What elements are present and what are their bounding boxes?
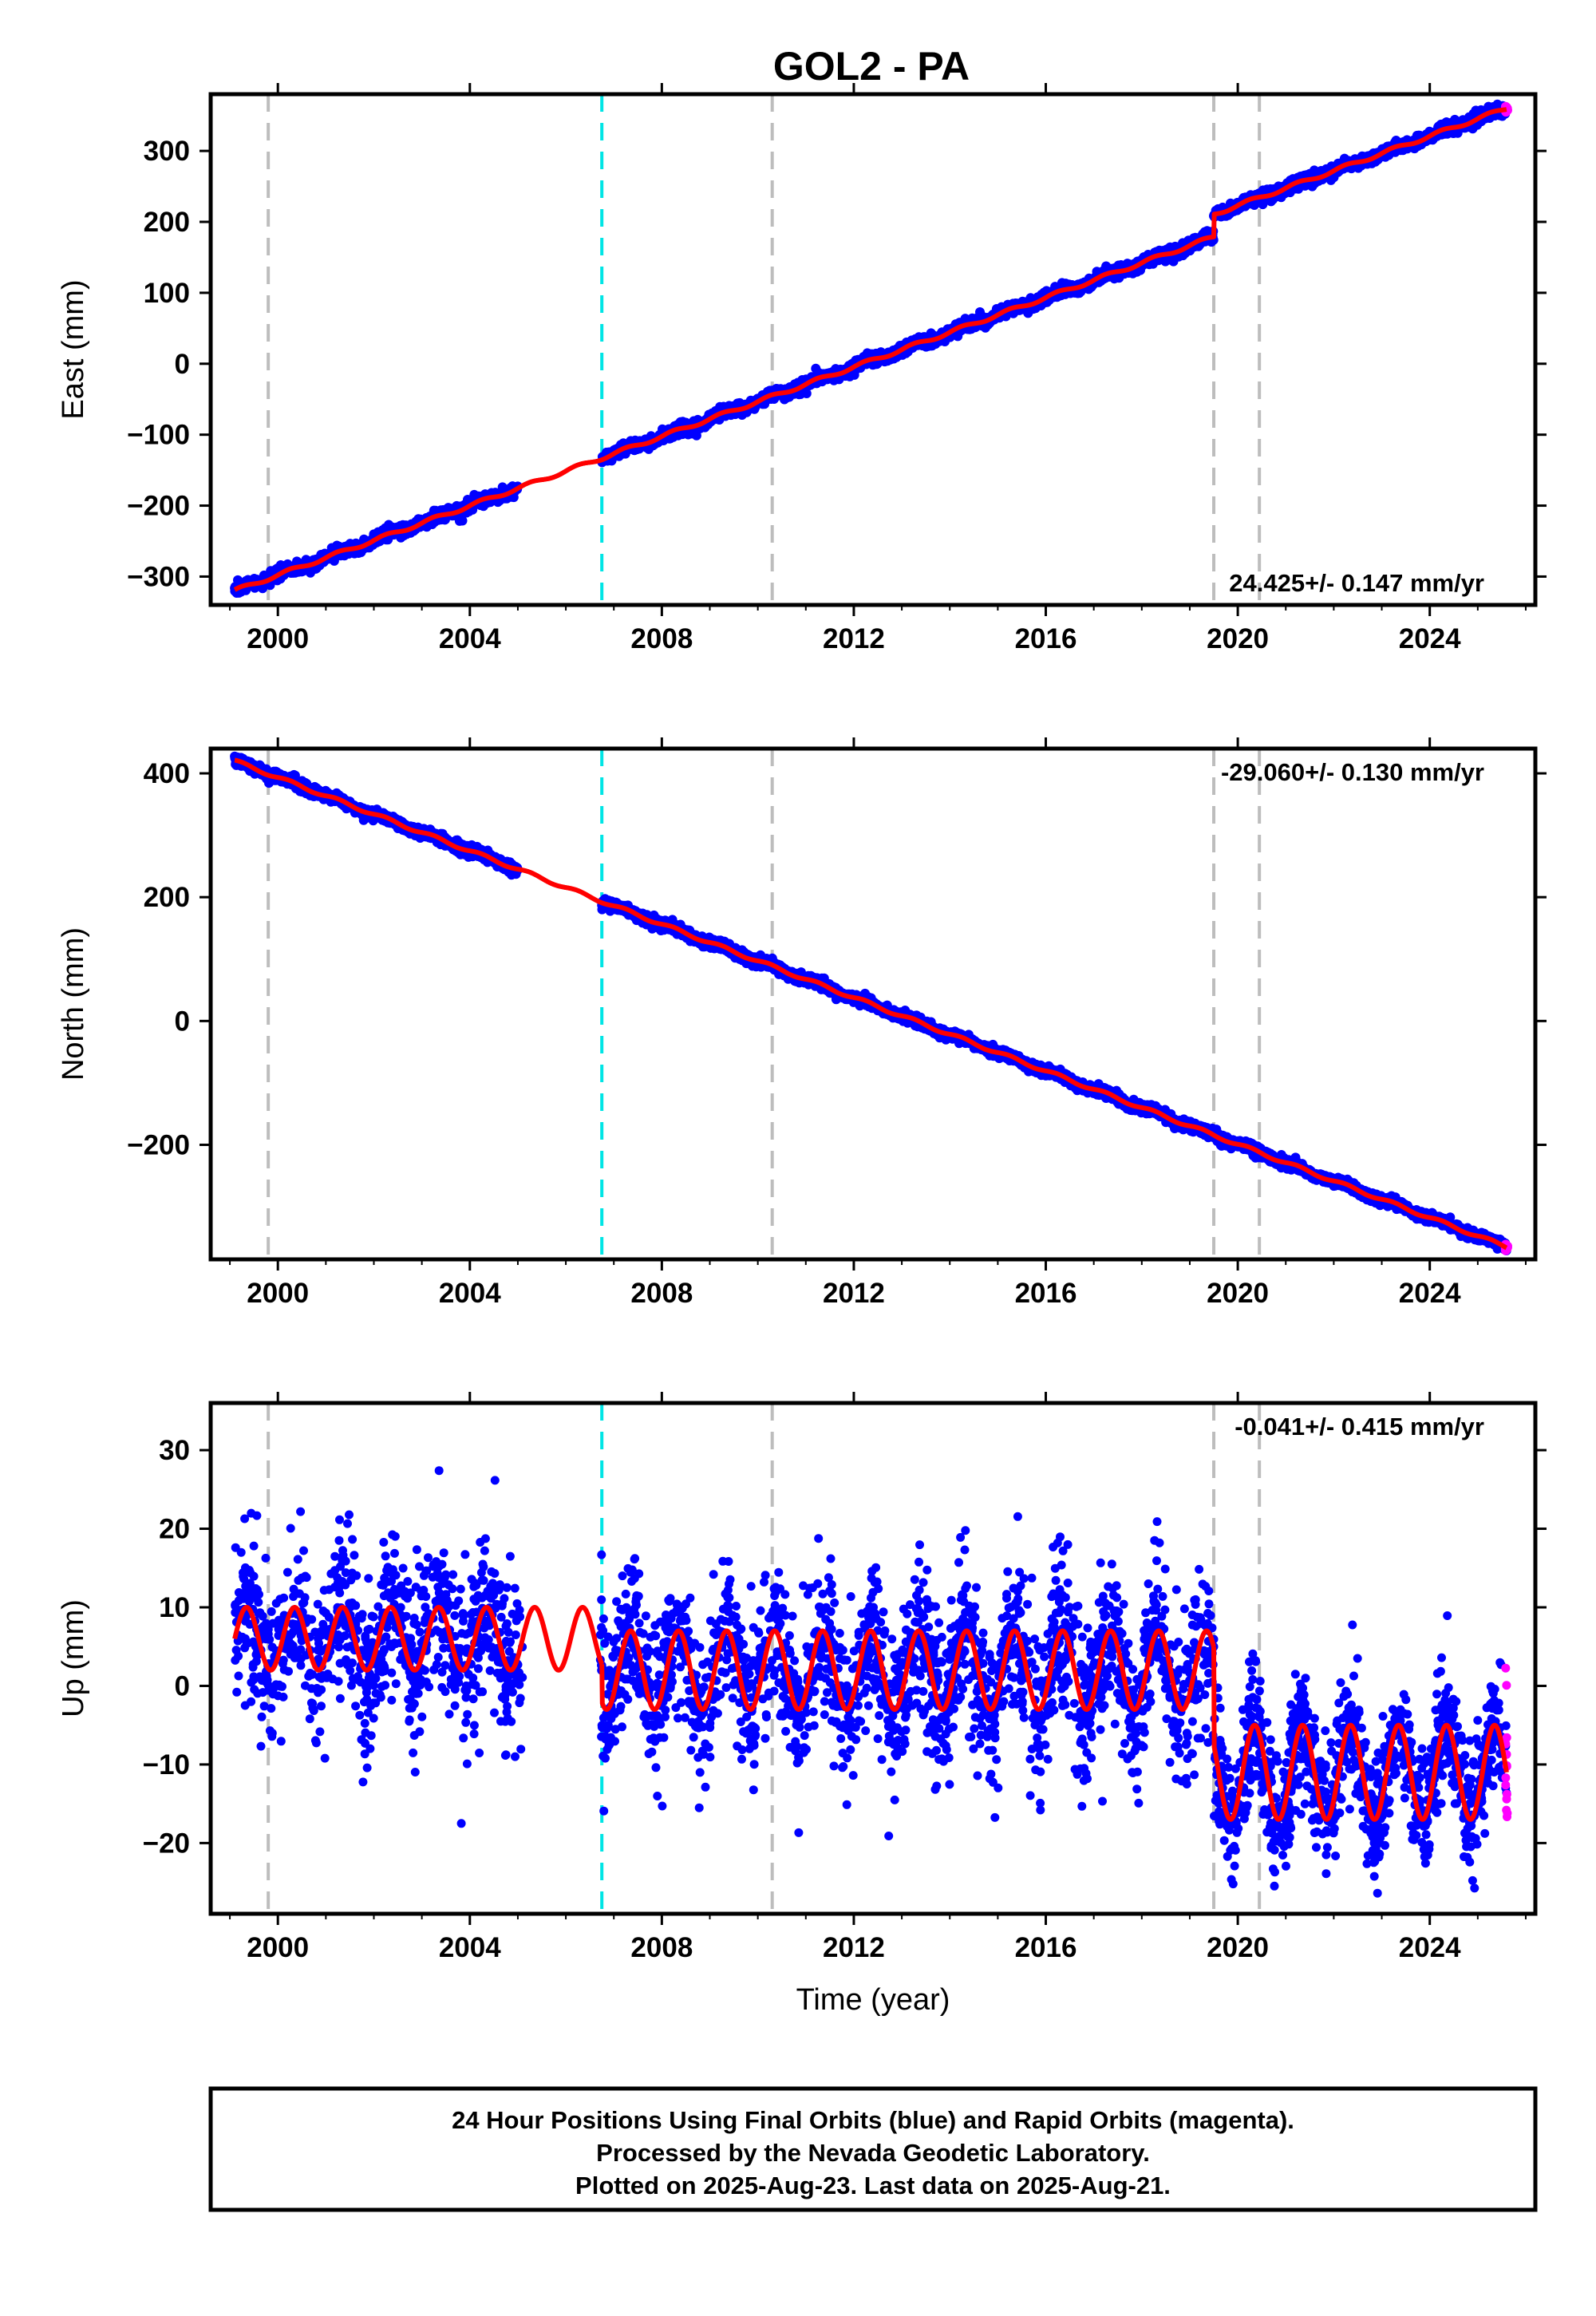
up-xtick-label-5: 2020 [1207,1932,1269,1963]
up-rapid-orbit-points [1501,1663,1512,1821]
chart-title: GOL2 - PA [773,44,970,89]
north-xtick-label-4: 2016 [1015,1278,1077,1309]
east-xtick-label-2: 2008 [630,623,693,654]
up-xtick-label-4: 2016 [1015,1932,1077,1963]
up-final-orbit-points [231,1466,1511,1898]
north-ylabel: North (mm) [57,927,90,1081]
north-xtick-label-3: 2012 [823,1278,885,1309]
east-xtick-label-5: 2020 [1207,623,1269,654]
north-ytick-label-3: −200 [127,1129,190,1160]
north-model-line [232,757,1509,1251]
up-ylabel: Up (mm) [57,1599,90,1717]
footer-line-2: Processed by the Nevada Geodetic Laborat… [596,2139,1150,2167]
north-rate-label: -29.060+/- 0.130 mm/yr [1221,758,1484,786]
up-xtick-label-0: 2000 [247,1932,309,1963]
up-model-line [232,1605,1509,1822]
north-ytick-label-1: 200 [144,882,190,913]
up-rate-label: -0.041+/- 0.415 mm/yr [1235,1413,1484,1441]
up-ytick-label-1: 20 [159,1514,190,1545]
east-ytick-label-4: −100 [127,420,190,451]
footer-frame [208,2086,1538,2212]
east-xtick-label-6: 2024 [1399,623,1461,654]
east-xtick-label-0: 2000 [247,623,309,654]
north-ytick-label-0: 400 [144,758,190,789]
east-ytick-label-5: −200 [127,491,190,522]
east-model-line [232,107,1509,592]
up-frame [208,1401,1538,1916]
east-xtick-label-1: 2004 [439,623,501,654]
footer-line-3: Plotted on 2025-Aug-23. Last data on 202… [575,2172,1171,2199]
up-ytick-label-2: 10 [159,1592,190,1623]
up-xlabel: Time (year) [796,1983,950,2017]
up-xtick-label-1: 2004 [439,1932,501,1963]
up-ytick-label-3: 0 [175,1670,190,1701]
up-xtick-label-2: 2008 [630,1932,693,1963]
footer-line-1: 24 Hour Positions Using Final Orbits (bl… [452,2106,1294,2134]
up-ytick-label-5: −20 [143,1828,190,1859]
east-ytick-label-2: 100 [144,278,190,309]
up-panel: 2000 2004 2008 2012 2016 2020 2024 30 20 10 0 −10 −2… [57,1392,1547,2017]
up-ytick-label-4: −10 [143,1749,190,1780]
east-xtick-label-3: 2012 [823,623,885,654]
east-ytick-label-3: 0 [175,349,190,380]
east-ytick-label-6: −300 [127,561,190,592]
north-ytick-label-2: 0 [175,1006,190,1037]
east-plot-area [230,94,1512,605]
north-xtick-label-6: 2024 [1399,1278,1461,1309]
north-frame [208,746,1538,1262]
east-ytick-label-0: 300 [144,136,190,167]
east-panel: 2000 2004 2008 2012 2016 2020 2024 300 200 100 0 −1… [57,83,1547,654]
east-xtick-label-4: 2016 [1015,623,1077,654]
footer-box: 24 Hour Positions Using Final Orbits (bl… [208,2086,1538,2212]
east-frame [208,92,1538,607]
east-rate-label: 24.425+/- 0.147 mm/yr [1229,569,1484,597]
up-xtick-label-3: 2012 [823,1932,885,1963]
east-ytick-label-1: 200 [144,207,190,238]
up-xtick-label-6: 2024 [1399,1932,1461,1963]
north-xtick-label-0: 2000 [247,1278,309,1309]
up-plot-area [231,1403,1512,1914]
east-ylabel: East (mm) [57,279,90,419]
north-xtick-label-1: 2004 [439,1278,501,1309]
north-plot-area [230,749,1512,1259]
east-rapid-orbit-points [1500,101,1512,117]
up-ytick-label-0: 30 [159,1435,190,1466]
north-xtick-label-5: 2020 [1207,1278,1269,1309]
north-panel: 2000 2004 2008 2012 2016 2020 20244002000−200N… [57,737,1547,1309]
north-xtick-label-2: 2008 [630,1278,693,1309]
